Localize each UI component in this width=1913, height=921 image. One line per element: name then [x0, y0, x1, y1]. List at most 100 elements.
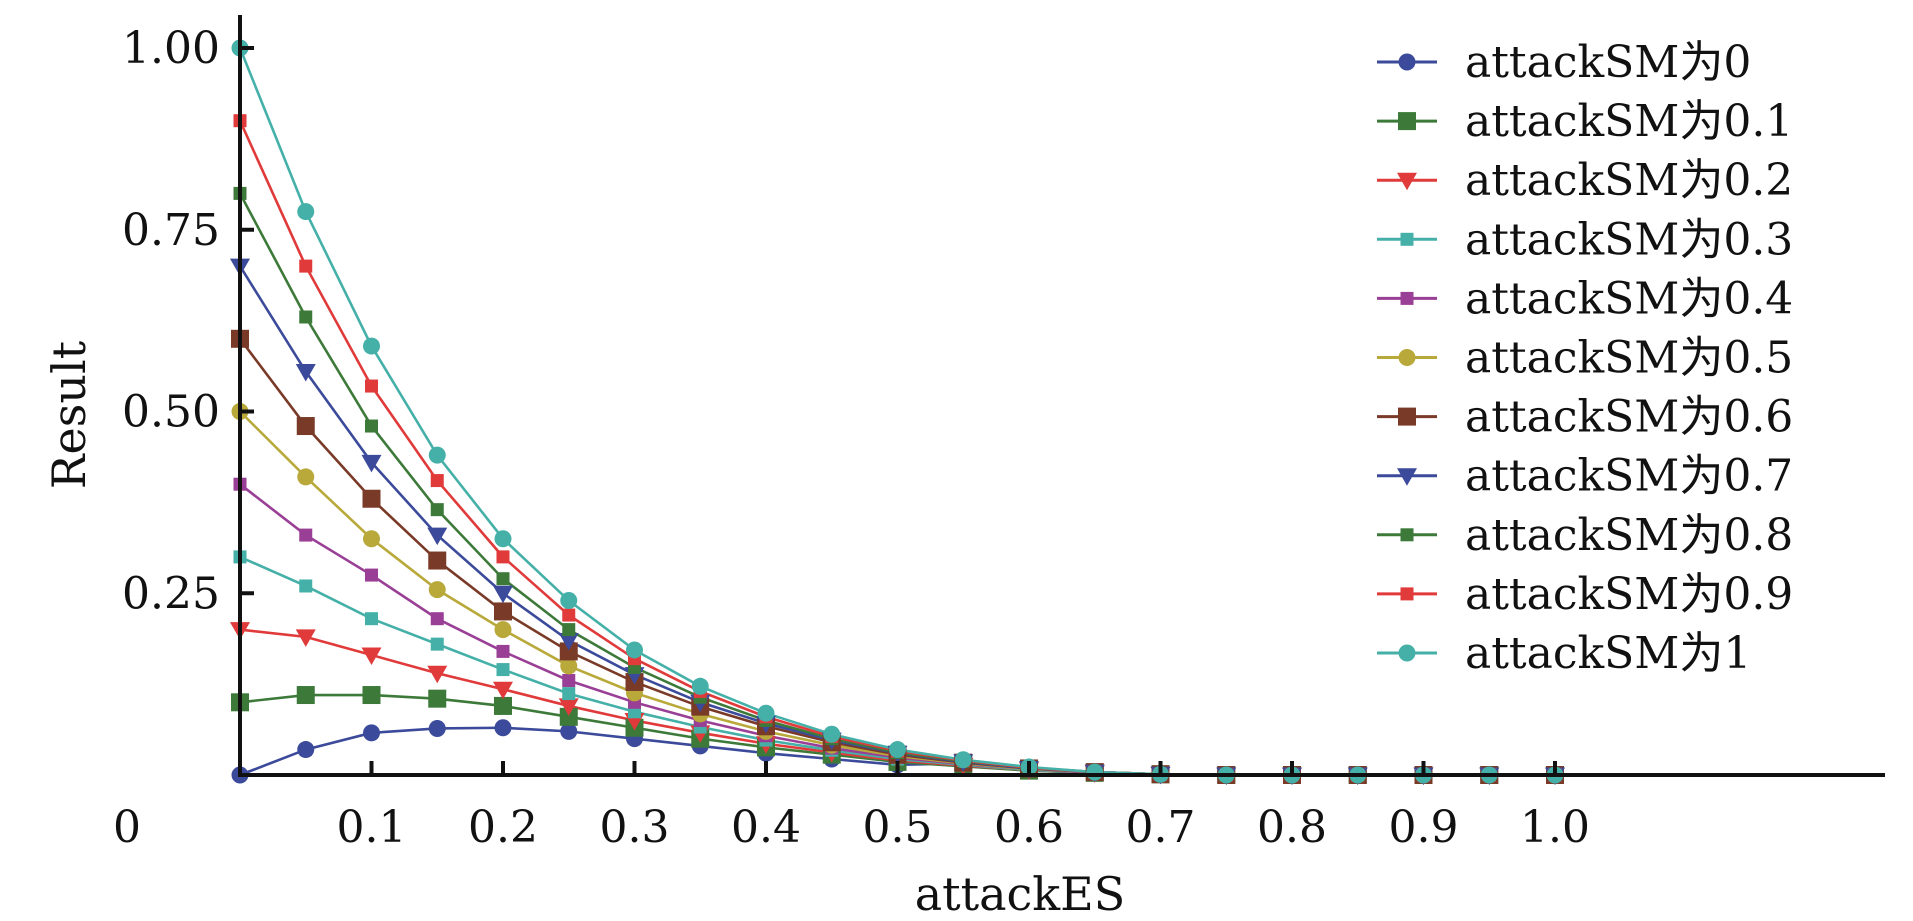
- data-point: [626, 641, 643, 659]
- legend-item: attackSM为1: [1377, 628, 1751, 679]
- legend-item: attackSM为0.8: [1377, 510, 1793, 561]
- data-point: [494, 696, 512, 715]
- legend-swatch-marker: [1398, 349, 1416, 366]
- data-point: [496, 572, 510, 586]
- y-tick-label: 1.00: [122, 23, 220, 74]
- data-point: [954, 751, 972, 769]
- x-tick-label: 0.5: [863, 802, 933, 853]
- legend-label: attackSM为0.4: [1465, 273, 1793, 324]
- axis-ticks: [240, 46, 1557, 775]
- data-point: [889, 741, 906, 759]
- data-point: [299, 310, 313, 324]
- legend-item: attackSM为0.5: [1377, 333, 1793, 384]
- data-point: [428, 446, 446, 464]
- data-point: [428, 689, 447, 708]
- data-point: [562, 687, 576, 701]
- legend-swatch-marker: [1400, 587, 1414, 601]
- x-tick-label: 0.4: [731, 802, 801, 853]
- data-point: [295, 629, 316, 647]
- data-point: [559, 707, 578, 726]
- data-point: [428, 551, 447, 570]
- data-point: [1086, 763, 1104, 781]
- legend-item: attackSM为0.2: [1377, 155, 1793, 206]
- data-point: [299, 528, 313, 542]
- data-point: [297, 203, 315, 221]
- x-tick-label: 0: [113, 802, 141, 853]
- x-tick-label: 0.7: [1126, 802, 1196, 853]
- data-point: [496, 550, 510, 564]
- data-point: [295, 364, 316, 382]
- axis-tick-labels: 0 0.1 0.2 0.3 0.4 0.5 0.6 0.7 0.8 0.9 1.0 0.25 0.50 0…: [113, 23, 1590, 853]
- legend-item: attackSM为0.4: [1377, 273, 1793, 324]
- data-point: [560, 657, 578, 675]
- data-point: [363, 337, 380, 355]
- legend-swatch-marker: [1400, 528, 1414, 542]
- x-tick-label: 1.0: [1520, 802, 1590, 853]
- data-point: [361, 647, 382, 666]
- legend-swatch-marker: [1397, 172, 1417, 191]
- legend-swatch-marker: [1397, 468, 1417, 486]
- data-point: [430, 474, 444, 488]
- data-point: [430, 503, 444, 517]
- x-tick-label: 0.2: [468, 802, 538, 853]
- legend-item: attackSM为0.9: [1377, 569, 1793, 620]
- data-point: [496, 644, 510, 658]
- data-point: [361, 454, 382, 473]
- data-point: [493, 681, 513, 700]
- data-point: [365, 379, 378, 393]
- data-point: [297, 741, 315, 759]
- legend-label: attackSM为0.5: [1465, 333, 1793, 384]
- data-point: [299, 579, 313, 593]
- data-point: [427, 665, 448, 684]
- legend-swatch-marker: [1398, 644, 1416, 662]
- legend-item: attackSM为0.1: [1377, 96, 1793, 147]
- x-tick-label: 0.8: [1257, 802, 1327, 853]
- data-point: [362, 489, 381, 508]
- legend-label: attackSM为0.6: [1465, 392, 1793, 443]
- data-point: [365, 419, 378, 433]
- data-point: [558, 633, 579, 651]
- y-tick-label: 0.75: [122, 205, 220, 256]
- data-point: [494, 602, 512, 621]
- y-axis-title: Result: [42, 340, 96, 489]
- data-point: [365, 568, 378, 582]
- data-point: [691, 677, 709, 695]
- series-markers: [230, 39, 1565, 785]
- data-point: [493, 585, 513, 604]
- data-point: [363, 724, 380, 742]
- legend-swatch-marker: [1398, 53, 1416, 71]
- legend: attackSM为0 attackSM为0.1 attackSM为0.2 attack…: [1377, 37, 1793, 679]
- data-point: [562, 673, 576, 687]
- data-point: [823, 725, 841, 743]
- x-axis-title: attackES: [915, 867, 1126, 921]
- legend-swatch-marker: [1400, 291, 1414, 305]
- x-tick-label: 0.3: [600, 802, 670, 853]
- data-point: [297, 468, 315, 486]
- data-point: [296, 417, 315, 436]
- legend-swatch-marker: [1398, 407, 1416, 426]
- legend-label: attackSM为0.8: [1465, 510, 1793, 561]
- x-tick-label: 0.1: [337, 802, 407, 853]
- data-point: [296, 686, 315, 705]
- data-point: [430, 612, 444, 626]
- legend-swatch-marker: [1400, 232, 1414, 246]
- legend-label: attackSM为0.2: [1465, 155, 1793, 206]
- legend-swatch-marker: [1398, 112, 1416, 131]
- data-point: [428, 581, 446, 599]
- data-point: [362, 686, 381, 705]
- data-point: [494, 719, 512, 737]
- data-point: [562, 608, 576, 622]
- data-point: [427, 527, 448, 546]
- y-tick-label: 0.50: [122, 387, 220, 438]
- legend-label: attackSM为1: [1465, 628, 1751, 679]
- legend-item: attackSM为0.6: [1377, 392, 1793, 443]
- data-point: [299, 259, 313, 273]
- data-point: [494, 530, 512, 548]
- legend-label: attackSM为0.3: [1465, 214, 1793, 265]
- data-point: [560, 592, 578, 610]
- data-point: [496, 663, 510, 677]
- legend-label: attackSM为0.7: [1465, 451, 1793, 502]
- y-tick-label: 0.25: [122, 568, 220, 619]
- data-point: [428, 719, 446, 737]
